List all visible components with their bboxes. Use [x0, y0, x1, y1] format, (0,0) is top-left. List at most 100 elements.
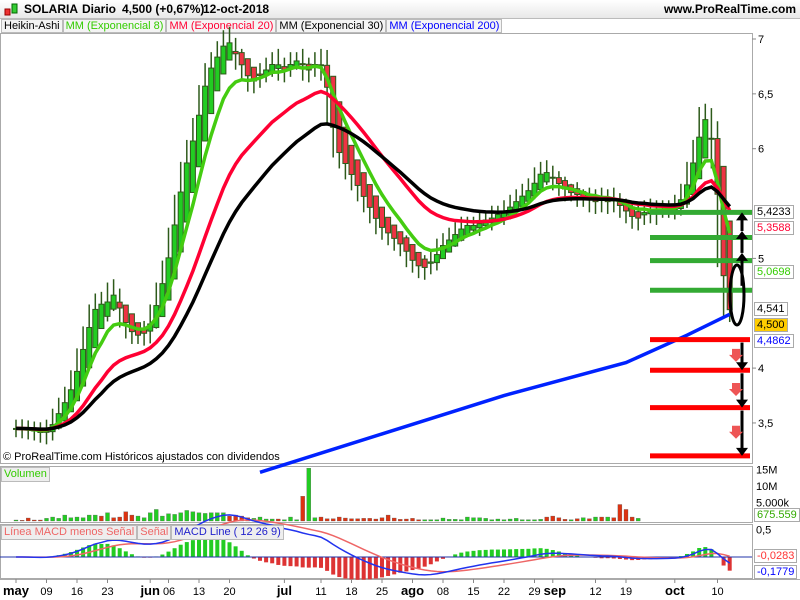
macd-legend: Línea MACD menos Señal Señal MACD Line (… — [1, 525, 284, 540]
price-tag: 5,4233 — [754, 204, 794, 219]
candle — [696, 136, 703, 180]
candle — [342, 126, 349, 165]
candle — [238, 52, 245, 66]
volume-bar — [32, 519, 37, 522]
volume-bar — [392, 517, 397, 522]
volume-bar — [123, 511, 128, 522]
symbol: SOLARIA — [24, 2, 78, 16]
legend-item[interactable]: MM (Exponencial 20) — [166, 19, 277, 33]
macd-histogram-bar — [471, 550, 476, 557]
candle — [366, 184, 373, 208]
macd-histogram-bar — [276, 557, 281, 565]
macd-histogram-bar — [117, 548, 122, 557]
candles-icon — [4, 3, 18, 20]
volume-bar — [282, 519, 287, 522]
volume-bar — [13, 519, 19, 522]
volume-bar — [111, 517, 116, 522]
candle — [403, 237, 410, 252]
macd-histogram-bar — [355, 557, 360, 580]
volume-bar — [422, 519, 427, 522]
volume-bar — [514, 518, 519, 522]
volume-bar — [483, 518, 488, 522]
site-link[interactable]: www.ProRealTime.com — [663, 2, 796, 16]
macd-histogram-bar — [404, 557, 409, 572]
date-tick-label: 29 — [528, 586, 540, 598]
legend-item[interactable]: MM (Exponencial 8) — [62, 19, 167, 33]
macd-histogram-bar — [190, 540, 195, 557]
date-tick-label: 18 — [345, 586, 357, 598]
candle — [275, 64, 282, 69]
volume-bar — [93, 514, 98, 522]
candle — [440, 245, 446, 260]
candle — [116, 301, 123, 309]
macd-histogram-bar — [99, 543, 104, 557]
macd-histogram-bar — [441, 557, 445, 559]
highlight-ellipse — [728, 263, 746, 327]
volume-bar — [141, 517, 147, 522]
macd-histogram-bar — [325, 557, 330, 571]
macd-histogram-bar — [245, 555, 250, 557]
volume-bar — [209, 512, 214, 522]
volume-bar — [190, 511, 196, 522]
ema-30-line — [15, 122, 732, 431]
macd-histogram-bar — [538, 548, 543, 557]
macd-histogram-bar — [264, 557, 269, 563]
macd-tag: -0,0283 — [754, 549, 798, 563]
macd-histogram-label: Línea MACD menos Señal — [1, 525, 138, 540]
volume-bar — [74, 516, 80, 522]
price-tick-label: 4 — [758, 363, 764, 375]
volume-bar — [178, 512, 183, 522]
volume-bar — [276, 518, 281, 522]
volume-bar — [172, 514, 177, 522]
volume-bar — [331, 518, 336, 522]
volume-bar — [166, 513, 171, 522]
indicator-legend: Heikin-Ashi MM (Exponencial 8) MM (Exponen… — [1, 19, 503, 33]
date-tick-label: 11 — [315, 586, 326, 598]
macd-histogram-bar — [184, 542, 189, 557]
macd-histogram-bar — [703, 547, 708, 557]
macd-histogram-bar — [416, 557, 421, 569]
volume-bar — [300, 496, 305, 522]
macd-histogram-bar — [215, 537, 220, 557]
volume-bar — [221, 512, 226, 522]
candle — [128, 313, 135, 333]
volume-bar — [434, 519, 440, 522]
candle — [415, 251, 422, 267]
volume-bar — [154, 509, 159, 522]
date-tick-label: jul — [276, 583, 292, 598]
candle — [385, 216, 392, 234]
volume-bar — [477, 517, 482, 522]
legend-item[interactable]: MM (Exponencial 200) — [386, 19, 503, 33]
legend-item[interactable]: Heikin-Ashi — [1, 19, 63, 33]
down-arrow-icon — [736, 447, 748, 456]
macd-histogram-bar — [605, 557, 610, 559]
candle — [641, 212, 648, 216]
date-tick-label: sep — [544, 583, 566, 598]
macd-histogram-bar — [697, 548, 702, 557]
up-arrow-icon — [736, 212, 748, 221]
macd-histogram-bar — [721, 557, 726, 566]
macd-histogram-bar — [68, 552, 73, 557]
macd-histogram-bar — [526, 548, 531, 557]
volume-bar — [544, 516, 549, 522]
volume-bar — [593, 516, 598, 522]
volume-bar — [379, 517, 385, 522]
macd-histogram-bar — [453, 554, 458, 557]
volume-bar — [453, 519, 458, 522]
volume-bar — [160, 515, 165, 522]
volume-bar — [361, 518, 366, 522]
volume-bar — [50, 516, 55, 522]
candle — [214, 56, 221, 92]
legend-item[interactable]: MM (Exponencial 30) — [276, 19, 387, 33]
volume-bar — [349, 518, 354, 522]
macd-histogram-bar — [514, 549, 519, 557]
candle — [470, 224, 477, 231]
volume-bar — [507, 518, 513, 522]
volume-bar — [227, 515, 232, 522]
macd-histogram-bar — [251, 557, 256, 559]
volume-bar — [343, 517, 348, 522]
macd-histogram-bar — [617, 557, 622, 559]
candle — [92, 308, 99, 349]
volume-bar — [495, 518, 501, 522]
